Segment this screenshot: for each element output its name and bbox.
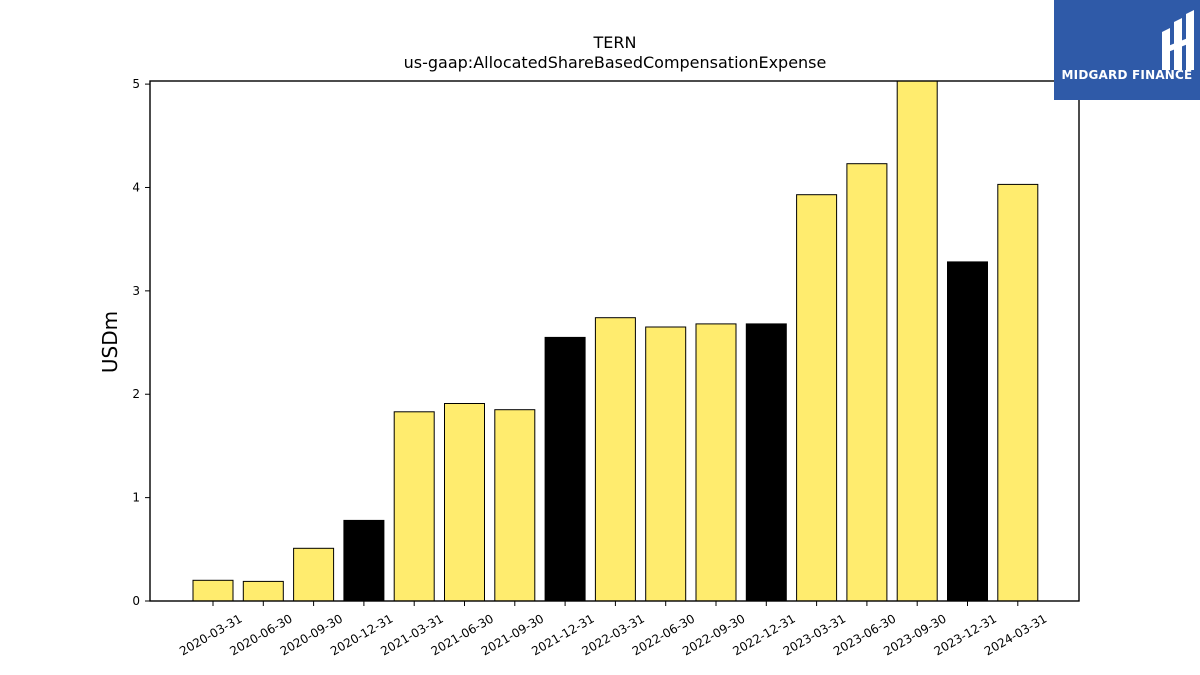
bar-2024-03-31 bbox=[997, 183, 1039, 602]
bar-2022-06-30 bbox=[645, 326, 687, 602]
bar-2023-03-31 bbox=[796, 194, 838, 602]
bar-2020-09-30 bbox=[293, 547, 335, 602]
chart-title: TERN bbox=[593, 33, 637, 52]
logo-mark-icon bbox=[1162, 10, 1194, 70]
y-axis-label: USDm bbox=[98, 311, 122, 373]
x-axis-ticks: 2020-03-312020-06-302020-09-302020-12-31… bbox=[177, 601, 1049, 658]
bar-2020-03-31 bbox=[192, 579, 234, 602]
logo-text: MIDGARD FINANCE bbox=[1061, 68, 1193, 82]
y-tick-label: 2 bbox=[132, 387, 140, 401]
bar-2021-06-30 bbox=[444, 403, 485, 602]
y-axis-ticks: 0 1 2 3 4 5 bbox=[132, 77, 150, 608]
bar-2022-09-30 bbox=[695, 323, 737, 602]
bar-2023-09-30 bbox=[896, 80, 938, 602]
bar-2021-09-30 bbox=[494, 409, 536, 602]
chart-subtitle: us-gaap:AllocatedShareBasedCompensationE… bbox=[404, 53, 827, 72]
bar-2022-12-31 bbox=[745, 323, 787, 602]
brand-logo: MIDGARD FINANCE bbox=[1054, 0, 1200, 100]
bar-2023-12-31 bbox=[947, 261, 988, 602]
bars-group bbox=[192, 80, 1039, 602]
y-tick-label: 3 bbox=[132, 284, 140, 298]
bar-2022-03-31 bbox=[594, 317, 636, 602]
bar-2023-06-30 bbox=[846, 163, 888, 602]
bar-2020-06-30 bbox=[242, 580, 284, 602]
y-tick-label: 4 bbox=[132, 180, 140, 194]
plot-frame bbox=[149, 80, 1080, 602]
bar-2021-12-31 bbox=[544, 336, 586, 602]
y-tick-label: 0 bbox=[132, 594, 140, 608]
bar-2020-12-31 bbox=[343, 519, 385, 602]
bar-2021-03-31 bbox=[393, 411, 435, 602]
y-tick-label: 5 bbox=[132, 77, 140, 91]
y-tick-label: 1 bbox=[132, 491, 140, 505]
